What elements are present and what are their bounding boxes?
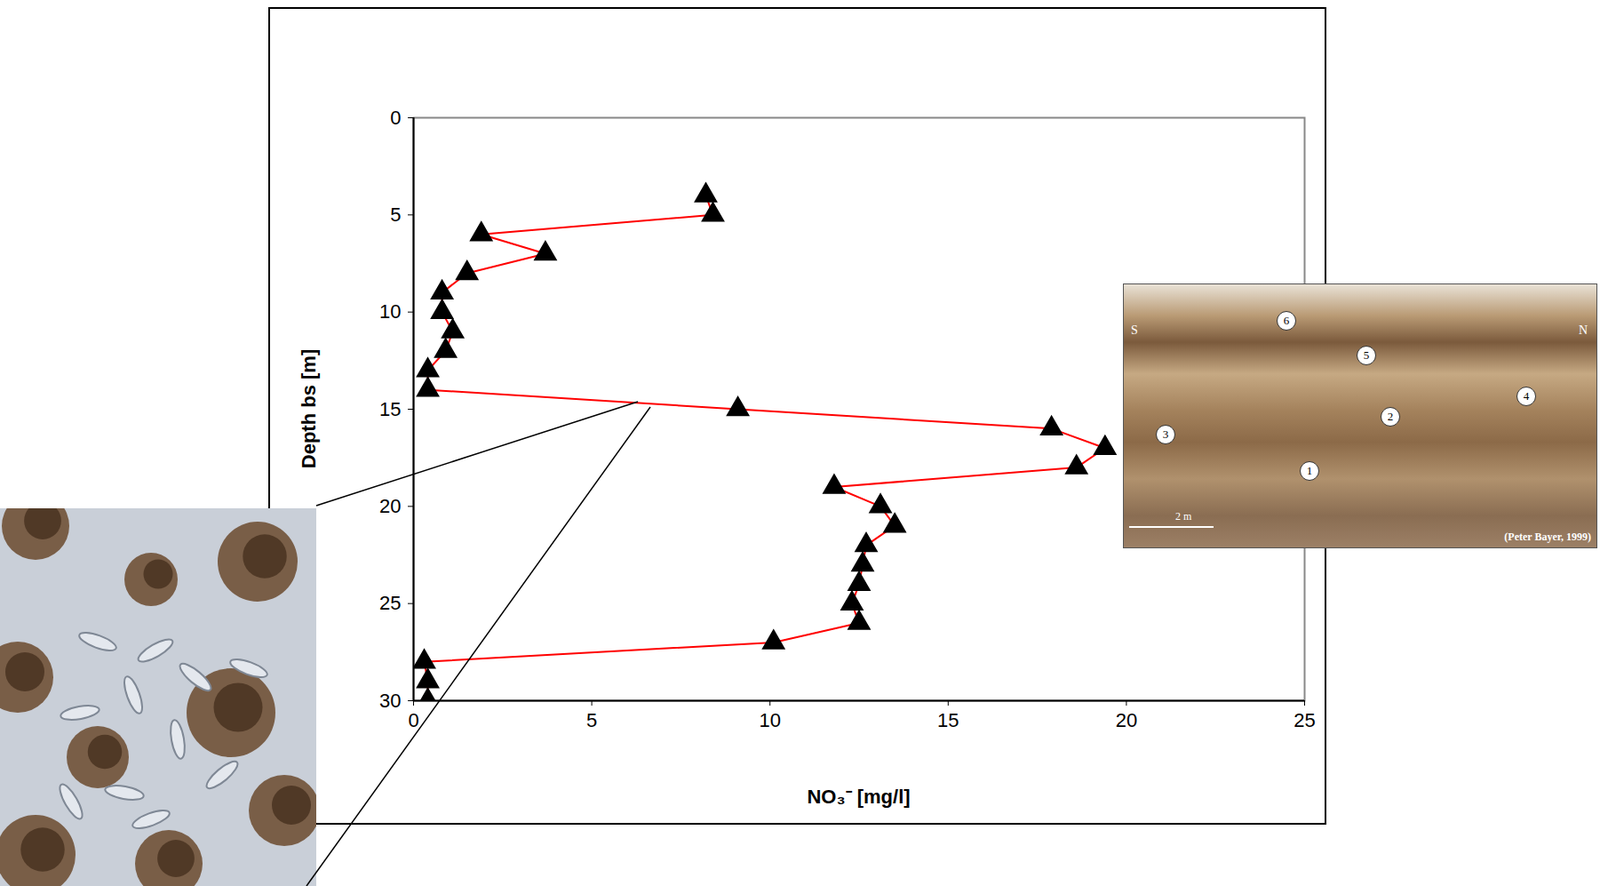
html-text:(Peter Bayer, 1999): (Peter Bayer, 1999) [1504, 530, 1592, 543]
html-text:4: 4 [1523, 389, 1530, 403]
html-text:Depth bs [m]: Depth bs [m] [297, 348, 320, 469]
svg-text:10: 10 [758, 708, 781, 732]
svg-text:25: 25 [1293, 708, 1315, 732]
svg-text:20: 20 [379, 494, 401, 518]
html-text:3: 3 [1162, 427, 1169, 441]
svg-text:5: 5 [390, 203, 401, 226]
svg-text:15: 15 [937, 708, 959, 732]
html-text:S: S [1130, 323, 1138, 337]
html-text:NO₃⁻ [mg/l]: NO₃⁻ [mg/l] [807, 785, 911, 808]
svg-text:0: 0 [390, 106, 401, 129]
svg-text:0: 0 [407, 708, 419, 732]
html-text:2 m: 2 m [1175, 509, 1192, 523]
svg-text:15: 15 [379, 398, 401, 421]
svg-text:30: 30 [379, 689, 401, 712]
svg-text:25: 25 [379, 591, 401, 614]
html-text:2: 2 [1387, 409, 1394, 423]
html-text:1: 1 [1306, 463, 1313, 478]
html-text:5: 5 [1363, 348, 1370, 362]
svg-text:20: 20 [1115, 708, 1138, 732]
svg-text:10: 10 [379, 300, 401, 323]
svg-text:5: 5 [586, 708, 598, 732]
html-text:6: 6 [1283, 313, 1290, 327]
html-text:N: N [1578, 323, 1588, 337]
